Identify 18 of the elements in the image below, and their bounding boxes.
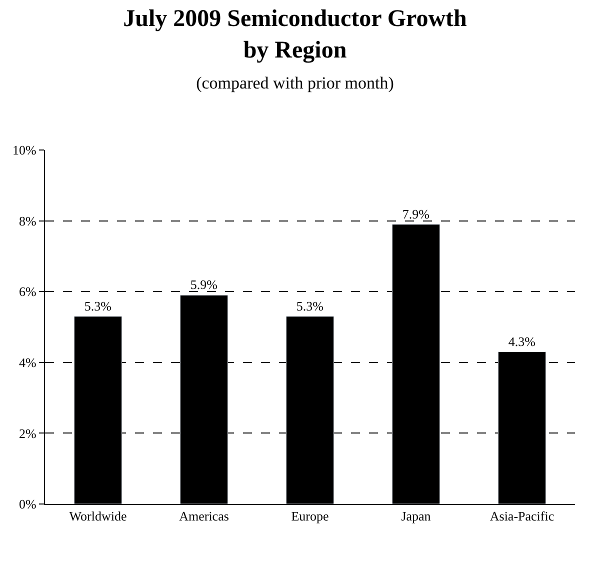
- x-tick-label: Worldwide: [69, 508, 127, 524]
- y-tick-label: 8%: [19, 213, 37, 228]
- chart-title: July 2009 Semiconductor Growth by Region: [123, 6, 467, 64]
- y-tick-label: 4%: [19, 354, 37, 370]
- x-tick-label: Europe: [291, 508, 329, 524]
- chart-subtitle: (compared with prior month): [196, 73, 394, 92]
- y-tick-label: 6%: [19, 284, 37, 300]
- y-tick-label: 2%: [19, 426, 37, 441]
- y-tick-label: 0%: [19, 496, 37, 512]
- data-label: 5.9%: [190, 277, 218, 292]
- data-label: 4.3%: [508, 334, 536, 349]
- data-label: 5.3%: [296, 298, 324, 314]
- x-tick-label: Americas: [179, 508, 229, 524]
- data-label: 7.9%: [402, 206, 430, 222]
- y-tick-label: 10%: [12, 142, 37, 158]
- x-tick-label: Asia-Pacific: [490, 508, 554, 524]
- data-label: 5.3%: [84, 298, 112, 314]
- x-tick-label: Japan: [401, 508, 432, 524]
